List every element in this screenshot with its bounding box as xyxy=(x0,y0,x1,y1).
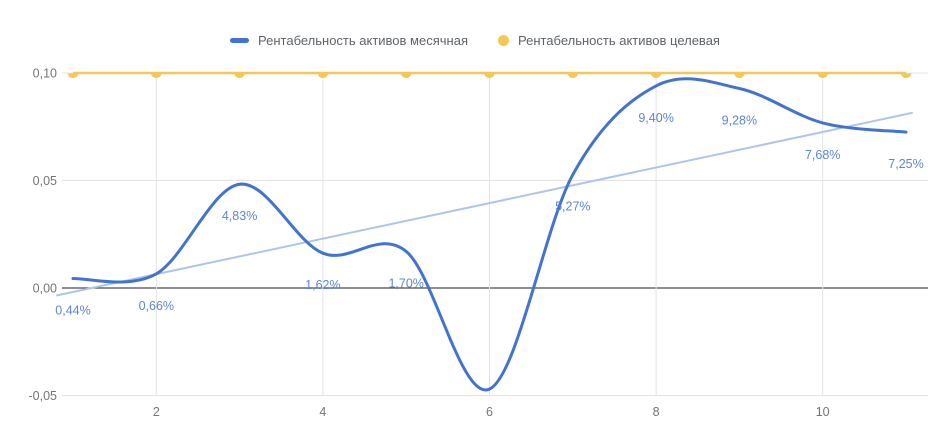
data-point-label: 0,66% xyxy=(139,299,174,313)
data-point-label: 0,44% xyxy=(55,304,90,318)
x-axis-tick-label: 6 xyxy=(486,405,493,419)
data-point-label: 9,28% xyxy=(722,113,757,127)
data-point-label: 7,25% xyxy=(888,157,923,171)
data-point-label: 1,62% xyxy=(305,278,340,292)
target-point-marker xyxy=(567,73,579,78)
target-point-marker xyxy=(67,73,79,78)
target-point-marker xyxy=(317,73,329,78)
x-axis-tick-label: 8 xyxy=(653,405,660,419)
target-point-marker xyxy=(150,73,162,78)
target-series-points xyxy=(67,73,912,78)
target-point-marker xyxy=(484,73,495,78)
data-point-label: 9,40% xyxy=(638,111,673,125)
x-axis-tick-label: 2 xyxy=(153,405,160,419)
dot-series-swatch xyxy=(497,35,509,46)
chart-legend: Рентабельность активов месячная Рентабел… xyxy=(0,33,950,48)
x-axis-tick-label: 10 xyxy=(816,405,830,419)
x-axis-tick-label: 4 xyxy=(319,405,326,419)
y-axis-tick-label: 0,05 xyxy=(33,174,57,188)
target-point-marker xyxy=(650,73,662,78)
data-point-label: 7,68% xyxy=(805,148,840,162)
target-point-marker xyxy=(733,73,745,78)
target-point-marker xyxy=(234,73,246,78)
y-axis-tick-label: 0,00 xyxy=(33,282,57,296)
data-point-label: 1,70% xyxy=(388,276,423,290)
legend-item-target[interactable]: Рентабельность активов целевая xyxy=(497,33,720,48)
trendline xyxy=(56,111,913,297)
y-axis-tick-label: 0,10 xyxy=(33,67,57,81)
data-point-label: 4,83% xyxy=(222,209,257,223)
monthly-series-line xyxy=(71,77,908,392)
target-point-marker xyxy=(900,73,912,78)
target-point-marker xyxy=(817,73,829,78)
data-point-label: 5,27% xyxy=(555,200,590,214)
legend-label-target: Рентабельность активов целевая xyxy=(517,33,720,48)
legend-item-monthly[interactable]: Рентабельность активов месячная xyxy=(230,33,468,48)
line-series-swatch xyxy=(230,38,250,43)
legend-label-monthly: Рентабельность активов месячная xyxy=(258,33,468,48)
y-axis-tick-label: -0,05 xyxy=(29,389,58,403)
target-point-marker xyxy=(400,73,412,78)
